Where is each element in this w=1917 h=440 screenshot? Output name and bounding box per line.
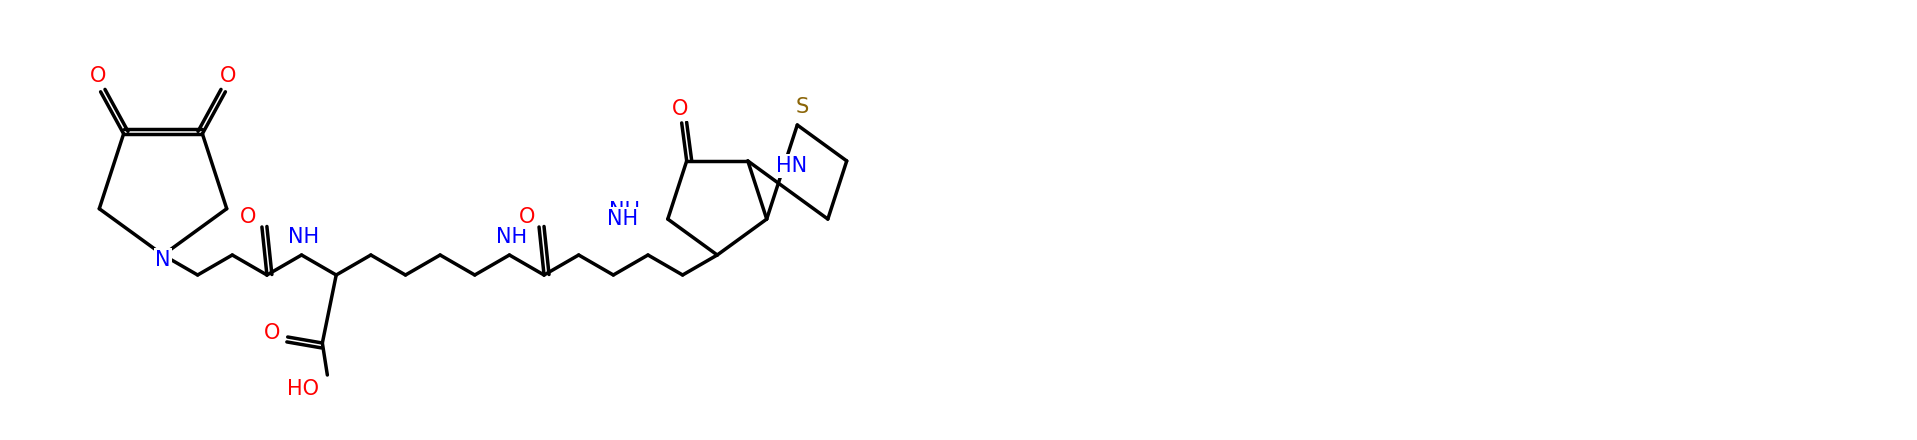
Text: NH: NH (497, 227, 527, 247)
Text: O: O (520, 207, 535, 227)
Text: O: O (90, 66, 105, 86)
Text: S: S (796, 97, 809, 117)
Text: O: O (671, 99, 688, 119)
Text: O: O (220, 66, 236, 86)
Text: O: O (263, 323, 280, 343)
Text: NH: NH (288, 227, 318, 247)
Text: N: N (155, 250, 171, 270)
Text: HO: HO (288, 379, 320, 399)
Text: HN: HN (776, 156, 807, 176)
Text: NH: NH (606, 209, 638, 229)
Text: O: O (240, 207, 257, 227)
Text: NH: NH (610, 201, 640, 221)
